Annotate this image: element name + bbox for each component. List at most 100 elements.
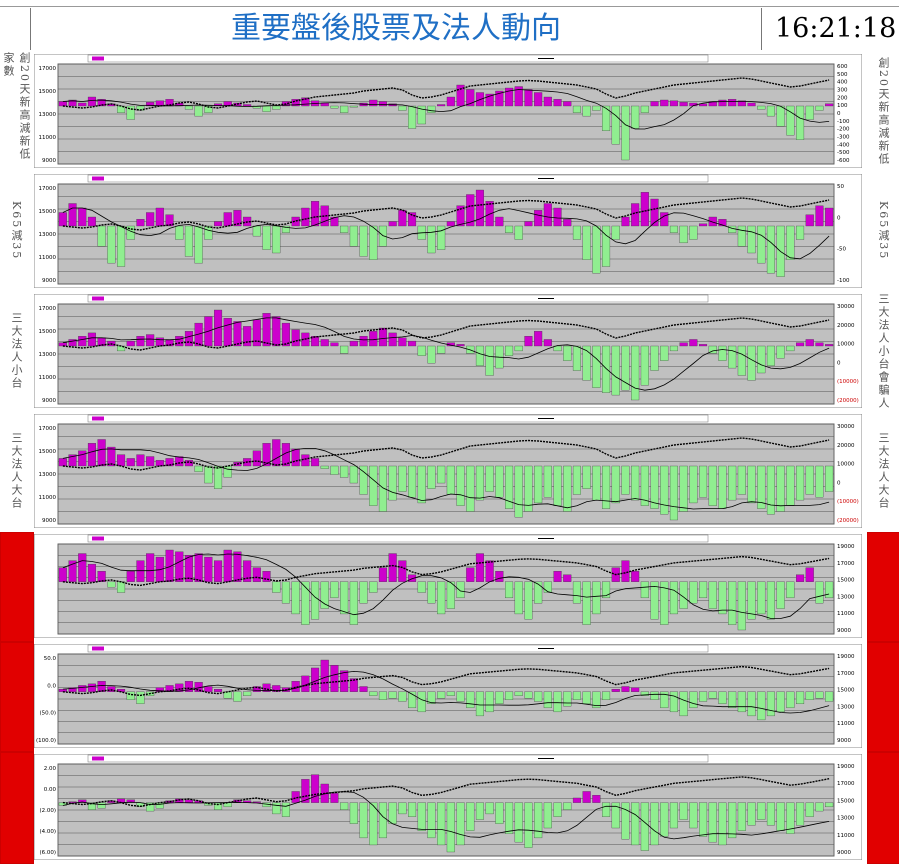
index-line	[62, 555, 830, 587]
right-tick-label: -300	[837, 135, 850, 141]
bar	[155, 207, 164, 227]
bar	[340, 465, 349, 478]
bar	[446, 221, 455, 227]
left-tick-label: 13000	[39, 112, 57, 118]
left-side-label: 三大法人大台	[0, 412, 32, 530]
bar	[359, 802, 368, 839]
bar	[417, 581, 426, 593]
bar	[330, 105, 339, 109]
bar	[87, 96, 96, 107]
bar	[650, 802, 659, 846]
bar	[243, 104, 252, 107]
bar	[776, 105, 785, 127]
bar	[437, 465, 446, 484]
bar	[359, 336, 368, 347]
bar	[708, 465, 717, 506]
bar	[534, 331, 543, 347]
bar	[563, 574, 572, 582]
left-side-label-text: 三大法人大台	[10, 432, 23, 510]
bar	[272, 105, 281, 110]
left-tick-label: 17000	[39, 426, 57, 432]
left-tick-label: 17000	[39, 186, 57, 192]
bar	[398, 105, 407, 111]
right-side-label	[867, 642, 899, 752]
bar	[146, 802, 155, 812]
bar	[660, 345, 669, 361]
bar	[165, 549, 174, 582]
bar	[669, 691, 678, 713]
chart-svg-4: 17000 15000 13000 11000 9000 30000 20000 10000 0…	[34, 414, 862, 528]
right-tick-label: 19000	[837, 544, 855, 550]
moving-average-line	[62, 791, 830, 840]
bar	[757, 105, 766, 110]
bar	[311, 458, 320, 467]
left-tick-label: 11000	[39, 255, 57, 261]
bar	[572, 345, 581, 371]
legend-box	[87, 54, 709, 63]
bar	[757, 802, 766, 820]
bar	[825, 103, 834, 107]
right-tick-label: -200	[837, 127, 850, 133]
bar	[58, 101, 67, 107]
right-tick-label: 11000	[837, 611, 855, 617]
bar	[602, 105, 611, 131]
bar	[340, 105, 349, 113]
bar	[136, 560, 145, 582]
bar	[514, 465, 523, 518]
bar	[495, 465, 504, 498]
bar	[699, 465, 708, 498]
bar	[330, 665, 339, 692]
bar	[466, 89, 475, 107]
bar	[708, 691, 717, 699]
bar	[117, 225, 126, 267]
bar	[87, 802, 96, 810]
bar	[737, 100, 746, 107]
bar	[592, 465, 601, 501]
bar	[456, 465, 465, 506]
bar	[524, 581, 533, 620]
bar	[146, 212, 155, 227]
right-tick-label: 13000	[837, 816, 855, 822]
bar	[408, 465, 417, 498]
bar	[505, 691, 514, 700]
bar	[534, 691, 543, 702]
bar	[602, 225, 611, 267]
index-line	[62, 437, 830, 471]
legend-swatch	[92, 646, 104, 651]
clock-time: 16:21:18	[775, 13, 897, 44]
right-side-label: K65減35	[867, 172, 899, 290]
bar	[708, 802, 717, 843]
bar	[87, 216, 96, 227]
bar	[708, 581, 717, 609]
bar	[243, 560, 252, 582]
bar	[223, 212, 232, 227]
bar	[378, 327, 387, 347]
bar	[796, 105, 805, 140]
index-line	[62, 197, 830, 231]
bar	[388, 691, 397, 699]
bar	[757, 225, 766, 264]
bar	[349, 581, 358, 625]
bar	[204, 105, 213, 113]
bar	[262, 313, 271, 347]
left-tick-label: 17000	[39, 66, 57, 72]
bar	[640, 192, 649, 227]
chart-panel-3: 三大法人小台 三大法人小台會騙人 17000 15000 13000 11000 9000 3…	[0, 292, 899, 410]
bar	[359, 686, 368, 692]
bar	[427, 802, 436, 839]
bar	[592, 105, 601, 111]
bar	[543, 691, 552, 709]
bar	[534, 581, 543, 604]
bar	[330, 793, 339, 803]
chart-svg-3: 17000 15000 13000 11000 9000 30000 20000 10000 0…	[34, 294, 862, 408]
moving-average-line	[62, 670, 830, 714]
right-side-label: 創20天新高減新低	[867, 52, 899, 170]
right-tick-label: -100	[837, 119, 850, 125]
bar	[660, 802, 669, 837]
left-side-label	[0, 752, 34, 864]
bar	[669, 345, 678, 352]
bar	[689, 225, 698, 240]
index-line	[62, 776, 830, 808]
bar	[621, 802, 630, 840]
bar	[650, 345, 659, 371]
